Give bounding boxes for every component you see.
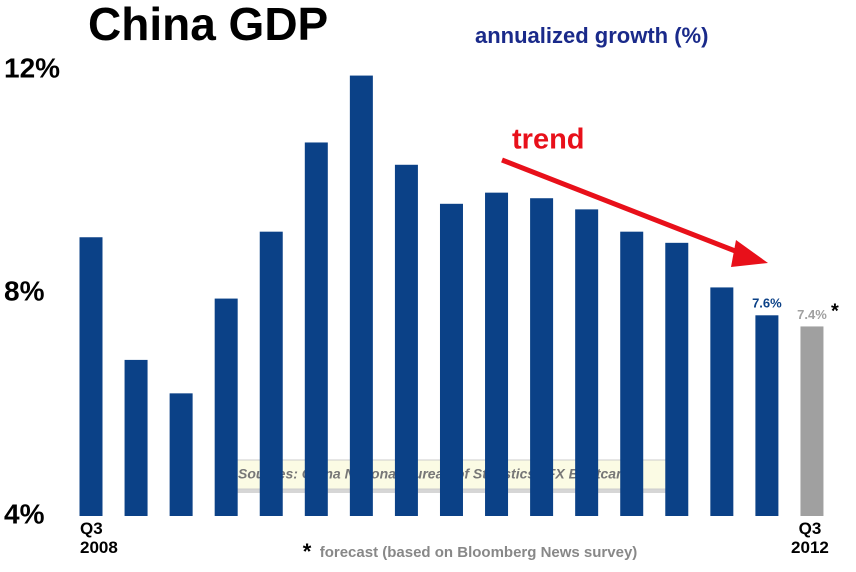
x-tick-label: Q3 2012 (791, 519, 829, 557)
bar (394, 164, 418, 516)
chart-title: China GDP (88, 0, 328, 50)
trend-arrow (501, 157, 749, 259)
chart-subtitle: annualized growth (%) (475, 23, 708, 48)
forecast-marker: * (831, 301, 839, 323)
bar (620, 231, 644, 517)
x-tick-label: Q3 2008 (80, 519, 118, 557)
bar (575, 209, 599, 516)
y-tick-label: 8% (4, 275, 45, 306)
value-label: 7.4% (797, 307, 827, 322)
bar (124, 359, 148, 516)
footnote: * forecast (based on Bloomberg News surv… (303, 539, 638, 564)
bar (304, 142, 328, 516)
bar (259, 231, 283, 517)
bar (755, 315, 779, 516)
footnote-text: forecast (based on Bloomberg News survey… (320, 544, 638, 561)
bar (79, 237, 103, 516)
bar (169, 393, 193, 516)
bar (349, 75, 373, 516)
bar (214, 298, 238, 516)
y-tick-label: 12% (4, 52, 60, 83)
bar (530, 198, 554, 516)
bar (710, 287, 734, 516)
value-label: 7.6% (752, 296, 782, 311)
y-tick-label: 4% (4, 498, 45, 529)
bar (800, 326, 824, 516)
bar (665, 242, 689, 516)
bar (485, 192, 509, 516)
bar (439, 203, 463, 517)
footnote-marker: * (303, 539, 312, 564)
trend-arrow-head (731, 240, 768, 267)
annotation: trend (512, 124, 585, 156)
